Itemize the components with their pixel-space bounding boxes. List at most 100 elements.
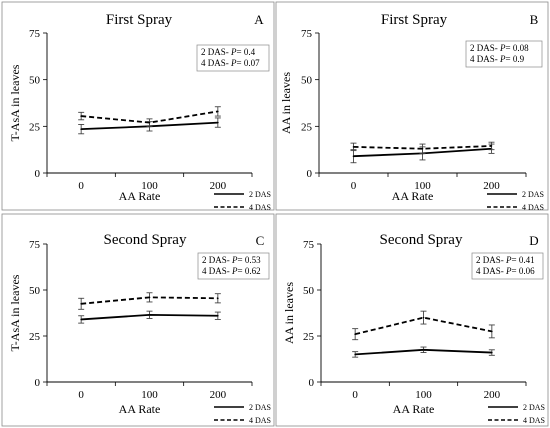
panel-frame (275, 213, 549, 427)
stats-prefix: 2 DAS- (476, 255, 506, 265)
legend-label: 4 DAS (249, 203, 271, 212)
data-point (217, 314, 219, 317)
x-tick-label: 0 (78, 389, 84, 401)
stats-p-symbol: P (231, 266, 238, 276)
stats-value: = 0.4 (237, 47, 256, 57)
legend-label: 4 DAS (522, 203, 544, 212)
x-tick-label: 200 (484, 389, 501, 401)
series-line-4-das (354, 316, 493, 336)
panel-frame (1, 213, 275, 427)
stats-p-symbol: P (230, 58, 237, 68)
x-axis-label: AA Rate (119, 402, 161, 416)
y-tick-label: 25 (29, 121, 41, 133)
chart-title: First Spray (381, 12, 448, 28)
x-tick-label: 0 (351, 180, 357, 192)
stats-prefix: 4 DAS- (201, 58, 231, 68)
y-tick-label: 0 (307, 168, 313, 180)
data-point (352, 146, 355, 148)
stats-p-symbol: P (505, 255, 512, 265)
stats-value: = 0.41 (512, 255, 535, 265)
stats-line: 2 DAS- P= 0.53 (202, 255, 261, 265)
panel-letter: B (530, 12, 539, 27)
data-point (217, 121, 219, 124)
y-tick-label: 0 (309, 377, 315, 389)
legend-label: 2 DAS (522, 190, 544, 199)
stats-prefix: 2 DAS- (201, 47, 231, 57)
data-point (148, 296, 151, 299)
legend-label: 4 DAS (523, 416, 545, 425)
stats-prefix: 2 DAS- (202, 255, 232, 265)
stats-line: 4 DAS- P= 0.62 (202, 266, 261, 276)
y-axis-label: T-AsA in leaves (8, 274, 22, 351)
stats-p-symbol: P (499, 54, 506, 64)
data-point (80, 128, 82, 130)
y-axis-label: AA in leaves (279, 72, 293, 134)
x-axis-label: AA Rate (119, 189, 161, 203)
y-tick-label: 25 (301, 121, 313, 133)
legend-label: 2 DAS (249, 403, 271, 412)
stats-box (196, 44, 270, 72)
data-point (491, 351, 493, 354)
data-point (422, 349, 425, 351)
legend-label: 2 DAS (249, 190, 271, 199)
y-tick-label: 25 (29, 331, 41, 343)
x-tick-label: 100 (141, 389, 158, 401)
stats-value: = 0.53 (238, 255, 262, 265)
stats-prefix: 2 DAS- (470, 43, 500, 53)
chart-title: Second Spray (380, 232, 463, 248)
stats-line: 4 DAS- P= 0.07 (201, 58, 260, 68)
data-point (80, 115, 82, 117)
chart-title: First Spray (106, 12, 173, 28)
y-tick-label: 75 (303, 239, 315, 251)
chart-panel-a: First Spray A 0 25 50 75 0 100 200 AA Rate T-AsA i… (1, 1, 275, 212)
stats-value: = 0.9 (506, 54, 525, 64)
stats-box (197, 252, 270, 280)
x-tick-label: 0 (352, 389, 358, 401)
x-tick-label: 200 (210, 180, 227, 192)
stats-p-symbol: P (230, 47, 237, 57)
stats-prefix: 4 DAS- (470, 54, 500, 64)
chart-panel-d: Second Spray D 0 25 50 75 0 100 200 AA Rate AA in … (275, 213, 549, 427)
data-point (217, 110, 219, 113)
x-tick-label: 200 (210, 389, 227, 401)
y-tick-label: 50 (303, 285, 315, 297)
stats-line: 2 DAS- P= 0.08 (470, 43, 529, 53)
stats-value: = 0.07 (237, 58, 261, 68)
data-point (148, 314, 151, 316)
data-point (80, 318, 82, 321)
x-tick-label: 200 (483, 180, 500, 192)
y-tick-label: 0 (35, 377, 41, 389)
legend-label: 2 DAS (523, 403, 545, 412)
y-tick-label: 0 (35, 168, 41, 180)
y-tick-label: 75 (29, 28, 41, 40)
x-axis-label: AA Rate (393, 402, 435, 416)
stats-line: 2 DAS- P= 0.41 (476, 255, 535, 265)
y-axis-label: T-AsA in leaves (8, 64, 22, 141)
x-tick-label: 100 (415, 389, 432, 401)
chart-panel-b: First Spray B 0 25 50 75 0 100 200 AA Rate AA in l… (275, 1, 549, 212)
panel-letter: D (529, 233, 538, 248)
stats-p-symbol: P (505, 266, 512, 276)
y-tick-label: 50 (301, 75, 313, 87)
y-tick-label: 50 (29, 285, 41, 297)
stats-value: = 0.08 (506, 43, 530, 53)
y-axis-label: AA in leaves (282, 282, 296, 344)
stats-value: = 0.06 (512, 266, 536, 276)
stats-p-symbol: P (499, 43, 506, 53)
legend-label: 4 DAS (249, 416, 271, 425)
panel-frame (275, 1, 549, 211)
stats-prefix: 4 DAS- (476, 266, 506, 276)
data-point (148, 121, 151, 124)
y-tick-label: 75 (301, 28, 313, 40)
data-point (491, 330, 493, 333)
stats-line: 4 DAS- P= 0.9 (470, 54, 525, 64)
series-line-4-das (353, 145, 492, 150)
x-tick-label: 0 (78, 180, 84, 192)
data-point (490, 145, 493, 147)
x-axis-label: AA Rate (392, 189, 434, 203)
panel-frame (1, 1, 275, 211)
stats-box (465, 40, 543, 68)
data-point (421, 147, 424, 150)
stats-line: 2 DAS- P= 0.4 (201, 47, 256, 57)
